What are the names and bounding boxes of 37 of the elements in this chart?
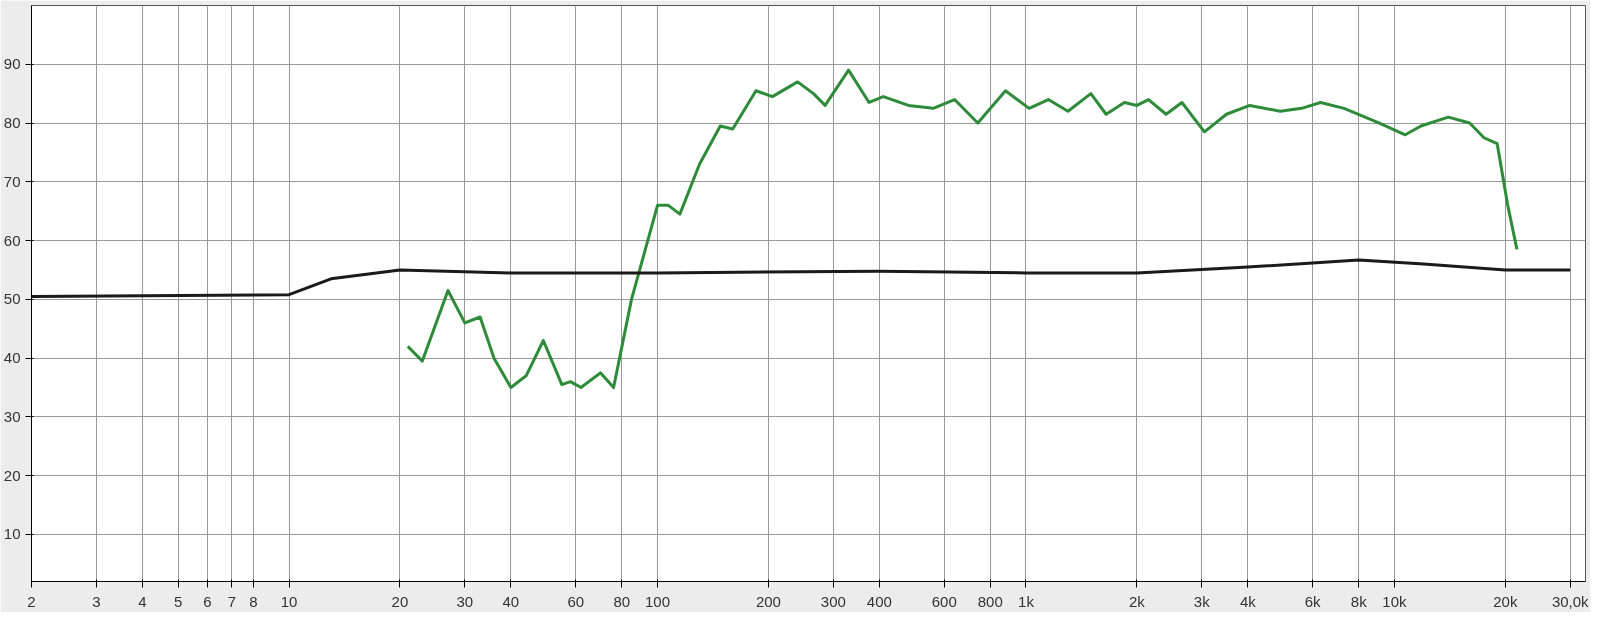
x-tick-label: 10k — [1382, 592, 1408, 610]
x-tick-label: 30 — [456, 592, 474, 610]
x-tick-label: 10 — [280, 592, 298, 610]
y-tick-label: 10 — [3, 525, 21, 543]
y-tick-label: 20 — [3, 466, 21, 484]
x-tick-label: 7 — [227, 592, 237, 610]
y-tick-label: 50 — [3, 290, 21, 308]
y-tick-label: 90 — [3, 55, 21, 73]
x-tick-label: 80 — [613, 592, 631, 610]
y-tick-label: 60 — [3, 231, 21, 249]
x-tick-label: 300 — [820, 592, 846, 610]
x-tick-label: 2 — [27, 592, 36, 610]
x-tick-label: 6k — [1304, 592, 1322, 610]
x-tick-label: 600 — [931, 592, 957, 610]
x-tick-label: 30,0k — [1551, 592, 1590, 610]
x-tick-label: 8k — [1350, 592, 1368, 610]
x-tick-label: 5 — [173, 592, 183, 610]
x-tick-label: 8 — [249, 592, 258, 610]
x-tick-label: 4 — [138, 592, 147, 610]
y-tick-label: 40 — [3, 349, 21, 367]
x-tick-label: 200 — [755, 592, 781, 610]
x-tick-label: 60 — [567, 592, 585, 610]
x-tick-label: 3 — [92, 592, 101, 610]
y-tick-label: 30 — [3, 407, 21, 425]
y-tick-label: 70 — [3, 172, 21, 190]
x-tick-label: 400 — [866, 592, 892, 610]
x-tick-label: 800 — [977, 592, 1003, 610]
x-tick-label: 20k — [1493, 592, 1518, 610]
x-tick-label: 1k — [1018, 592, 1035, 610]
x-tick-label: 3k — [1193, 592, 1211, 610]
x-tick-label: 100 — [645, 592, 671, 610]
x-tick-label: 2k — [1128, 592, 1146, 610]
x-tick-label: 6 — [203, 592, 212, 610]
x-tick-label: 40 — [502, 592, 520, 610]
x-tick-label: 4k — [1239, 592, 1257, 610]
y-tick-label: 80 — [3, 114, 21, 132]
x-tick-label: 20 — [391, 592, 409, 610]
